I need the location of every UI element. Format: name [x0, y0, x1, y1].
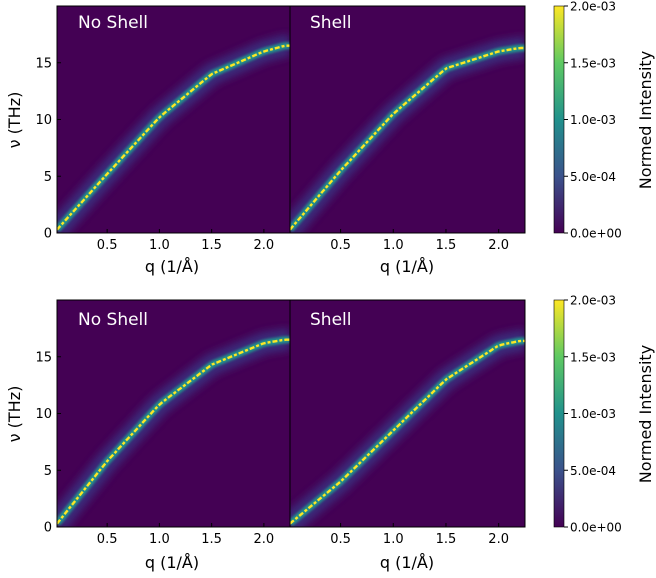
y-tick-label: 0	[44, 227, 52, 242]
y-tick-label: 5	[44, 170, 52, 185]
x-tick-label: 1.0	[149, 532, 170, 547]
colorbar-row2	[553, 299, 565, 528]
colorbar-tick-label: 1.5e-03	[570, 350, 616, 364]
colorbar-tick-label: 1.0e-03	[570, 113, 616, 127]
y-axis-label-row1: ν (THz)	[5, 92, 24, 149]
x-tick-label: 2.0	[488, 238, 509, 253]
y-axis-label-row2: ν (THz)	[5, 386, 24, 443]
x-tick-label: 1.5	[201, 238, 222, 253]
x-tick-label: 0.5	[330, 532, 351, 547]
x-tick-label: 0.5	[97, 532, 118, 547]
x-tick-label: 0.5	[97, 238, 118, 253]
x-axis-label-row2-left: q (1/Å)	[145, 553, 199, 572]
x-tick-label: 0.5	[330, 238, 351, 253]
dispersion-curve	[290, 339, 525, 525]
y-tick-label: 10	[35, 407, 52, 422]
colorbar-tick-label: 1.5e-03	[570, 56, 616, 70]
colorbar-tick-label: 2.0e-03	[570, 294, 616, 308]
x-axis-label-row1-left: q (1/Å)	[145, 257, 199, 276]
x-tick-label: 1.5	[436, 238, 457, 253]
x-tick-label: 1.5	[201, 532, 222, 547]
heatmap-panel-row2-left	[57, 300, 290, 527]
axes-row1: 0.5 0.5 1.0 1.0 1.5 1.5 2.0 2.0 0 5 10 15	[35, 5, 526, 253]
y-tick-label: 10	[35, 113, 52, 128]
chart-row-2: No Shell Shell 0.5 0.51.0 1.01.5 1.52.0 2.00…	[5, 294, 655, 573]
dispersion-curve	[57, 338, 290, 525]
colorbar-label-row1: Normed Intensity	[636, 51, 655, 189]
chart-row-1: No Shell Shell 0.5 0.51.0 1.01.5 1.52.0 2.00…	[5, 0, 655, 276]
colorbar-tick-label: 5.0e-04	[570, 464, 616, 478]
x-axis-label-row1-right: q (1/Å)	[380, 257, 434, 276]
y-tick-label: 5	[44, 464, 52, 479]
x-tick-label: 1.0	[383, 532, 404, 547]
colorbar-tick-label: 0.0e+00	[570, 521, 622, 535]
y-tick-label: 15	[35, 56, 52, 71]
colorbar-ticks-row2: 2.0e-03 1.5e-03 1.0e-03 5.0e-04 0.0e+00	[564, 294, 622, 535]
colorbar-tick-label: 2.0e-03	[570, 0, 616, 14]
x-tick-label: 1.5	[436, 532, 457, 547]
heatmap-panel-row1-right	[290, 6, 525, 233]
x-tick-label: 2.0	[488, 532, 509, 547]
colorbar-tick-label: 5.0e-04	[570, 170, 616, 184]
heatmap-panel-row2-right	[290, 300, 525, 527]
colorbar-row1	[553, 5, 565, 234]
y-tick-label: 0	[44, 521, 52, 536]
panel-title-row2-left: No Shell	[78, 310, 148, 330]
y-tick-label: 15	[35, 350, 52, 365]
dispersion-curve	[290, 46, 525, 231]
colorbar-tick-label: 0.0e+00	[570, 227, 622, 241]
x-tick-label: 1.0	[383, 238, 404, 253]
colorbar-label-row2: Normed Intensity	[636, 345, 655, 483]
panel-title-row2-right: Shell	[310, 310, 351, 330]
heatmap-panel-row1-left	[57, 6, 290, 233]
panel-title-row1-left: No Shell	[78, 13, 148, 33]
dispersion-curve	[57, 44, 290, 231]
colorbar-tick-label: 1.0e-03	[570, 407, 616, 421]
x-tick-label: 1.0	[149, 238, 170, 253]
panel-title-row1-right: Shell	[310, 13, 351, 33]
x-tick-label: 2.0	[254, 238, 275, 253]
axes-row2: 0.5 0.5 1.0 1.0 1.5 1.5 2.0 2.0 0 5 10 15	[35, 299, 526, 547]
x-tick-label: 2.0	[254, 532, 275, 547]
colorbar-ticks-row1: 2.0e-03 1.5e-03 1.0e-03 5.0e-04 0.0e+00	[564, 0, 622, 241]
x-axis-label-row2-right: q (1/Å)	[380, 553, 434, 572]
